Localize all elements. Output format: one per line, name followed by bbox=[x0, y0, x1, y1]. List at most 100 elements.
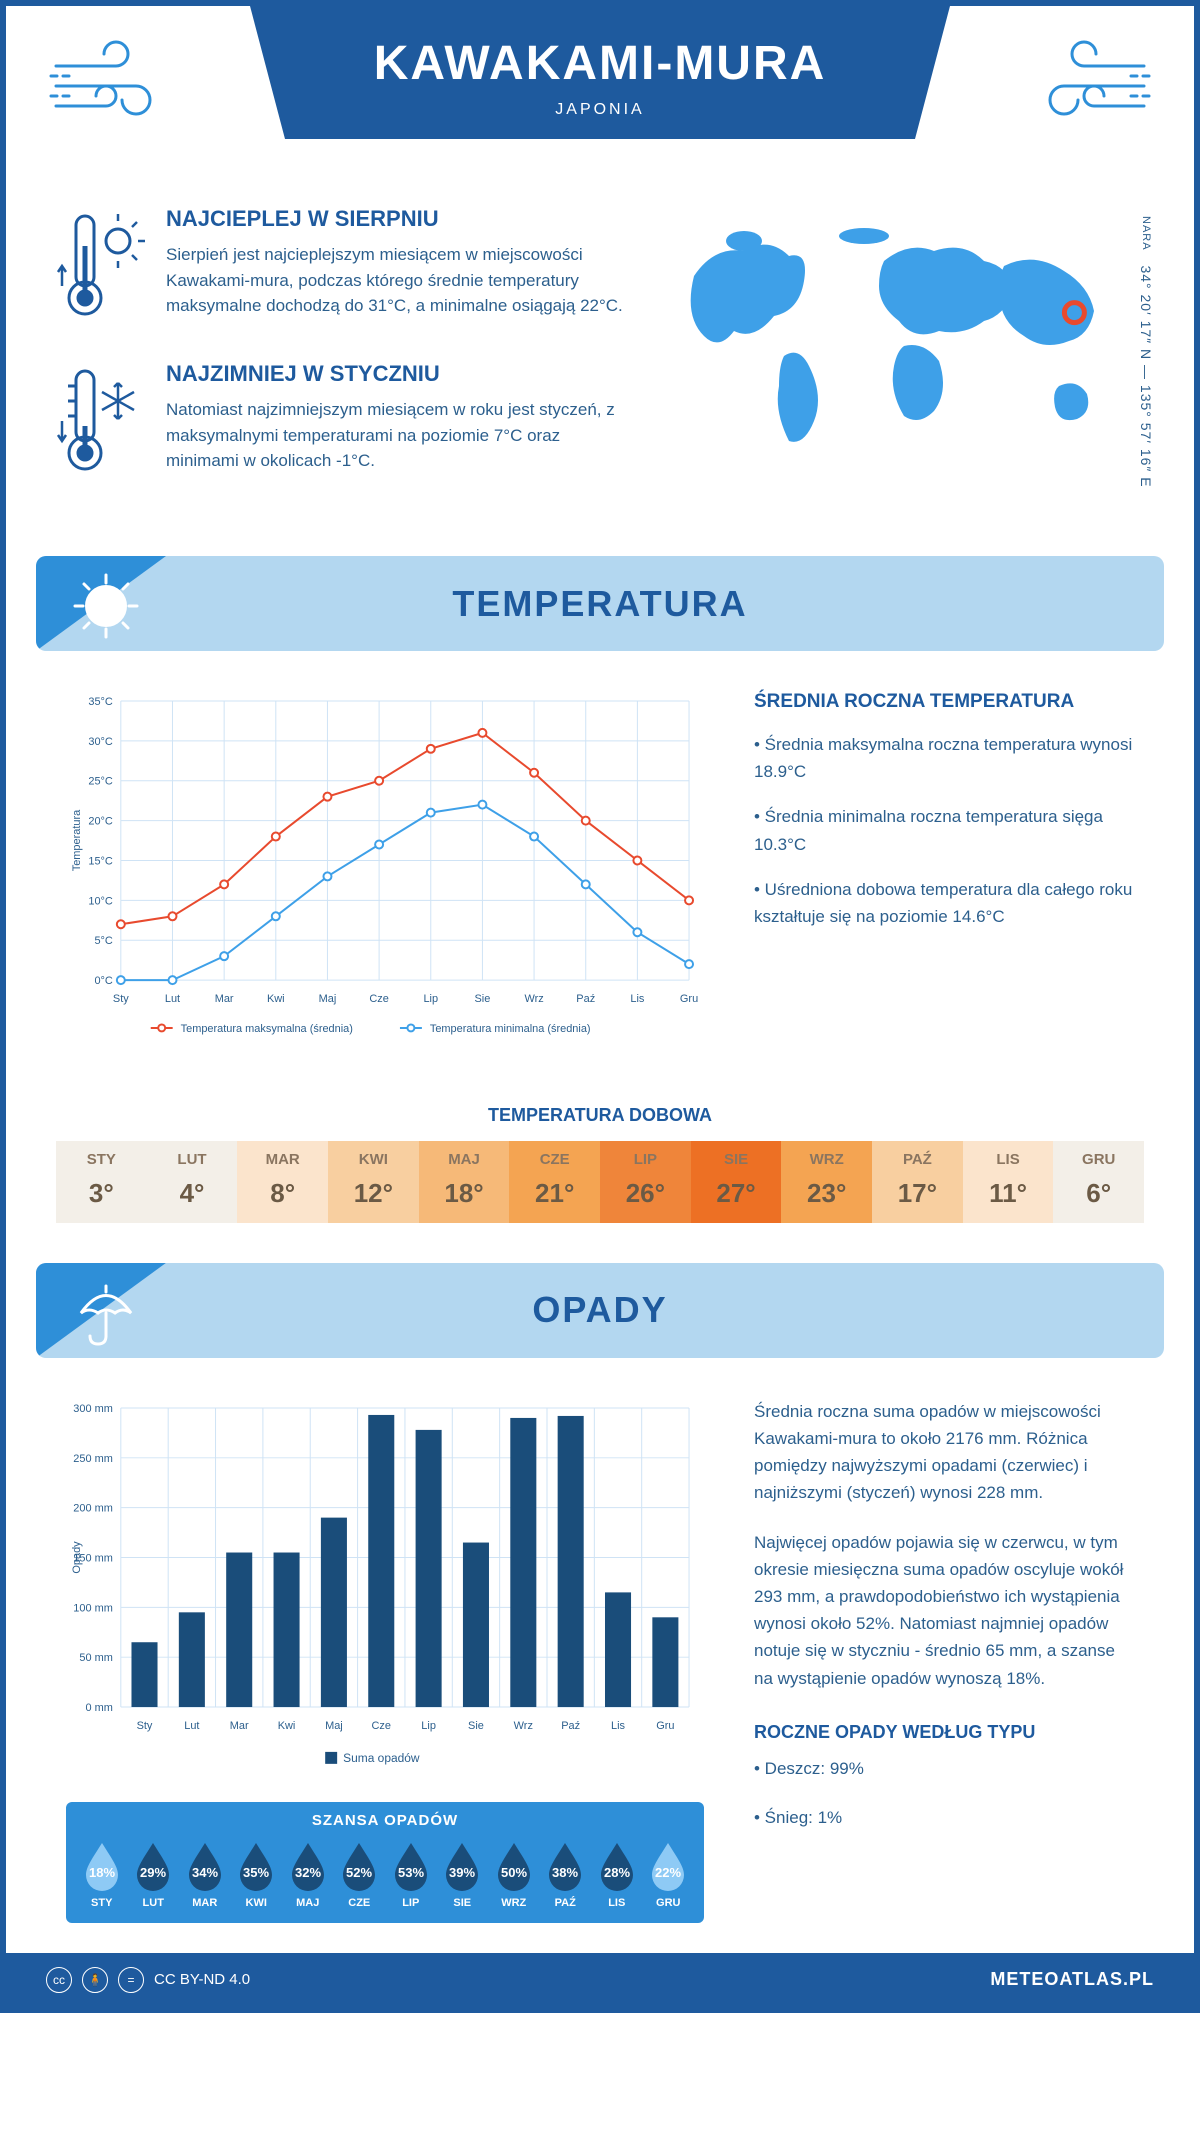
temperature-title: TEMPERATURA bbox=[452, 583, 747, 625]
map-column: NARA 34° 20′ 17″ N — 135° 57′ 16″ E bbox=[664, 206, 1144, 516]
chance-item: 39% SIE bbox=[440, 1839, 484, 1909]
footer: cc 🧍 = CC BY-ND 4.0 METEOATLAS.PL bbox=[6, 1953, 1194, 2007]
precip-para-1: Średnia roczna suma opadów w miejscowośc… bbox=[754, 1398, 1134, 1507]
svg-text:Temperatura: Temperatura bbox=[71, 809, 83, 871]
svg-text:Lut: Lut bbox=[184, 1720, 199, 1732]
temp-bullet-0: • Średnia maksymalna roczna temperatura … bbox=[754, 731, 1134, 785]
svg-text:53%: 53% bbox=[398, 1865, 424, 1880]
daily-cell: SIE27° bbox=[691, 1141, 782, 1223]
svg-text:Opady: Opady bbox=[71, 1541, 83, 1574]
location-title: KAWAKAMI-MURA bbox=[350, 36, 850, 91]
daily-value: 3° bbox=[56, 1178, 147, 1209]
daily-month: MAJ bbox=[419, 1151, 510, 1168]
chance-title: SZANSA OPADÓW bbox=[76, 1812, 694, 1829]
coldest-text: Natomiast najzimniejszym miesiącem w rok… bbox=[166, 397, 624, 474]
chance-month: MAR bbox=[183, 1897, 227, 1909]
precipitation-title: OPADY bbox=[532, 1289, 667, 1331]
svg-text:250 mm: 250 mm bbox=[73, 1453, 113, 1465]
svg-text:Wrz: Wrz bbox=[514, 1720, 533, 1732]
temperature-chart: 0°C5°C10°C15°C20°C25°C30°C35°CStyLutMarK… bbox=[66, 691, 704, 1055]
raindrop-icon: 28% bbox=[595, 1839, 639, 1891]
brand: METEOATLAS.PL bbox=[990, 1969, 1154, 1990]
world-map-icon bbox=[664, 206, 1144, 466]
svg-text:Sty: Sty bbox=[113, 993, 129, 1005]
raindrop-icon: 35% bbox=[234, 1839, 278, 1891]
nd-icon: = bbox=[118, 1967, 144, 1993]
chance-month: GRU bbox=[646, 1897, 690, 1909]
precipitation-summary: Średnia roczna suma opadów w miejscowośc… bbox=[754, 1398, 1134, 1923]
intro: NAJCIEPLEJ W SIERPNIU Sierpień jest najc… bbox=[6, 186, 1194, 556]
chance-item: 35% KWI bbox=[234, 1839, 278, 1909]
svg-text:Cze: Cze bbox=[372, 1720, 391, 1732]
svg-text:5°C: 5°C bbox=[94, 935, 112, 947]
svg-text:Lis: Lis bbox=[630, 993, 645, 1005]
daily-month: KWI bbox=[328, 1151, 419, 1168]
chance-item: 50% WRZ bbox=[492, 1839, 536, 1909]
precipitation-chart: 0 mm50 mm100 mm150 mm200 mm250 mm300 mmO… bbox=[66, 1398, 704, 1923]
temp-summary-title: ŚREDNIA ROCZNA TEMPERATURA bbox=[754, 691, 1134, 713]
daily-month: MAR bbox=[237, 1151, 328, 1168]
daily-cell: LIP26° bbox=[600, 1141, 691, 1223]
svg-text:Maj: Maj bbox=[325, 1720, 343, 1732]
chance-item: 53% LIP bbox=[389, 1839, 433, 1909]
svg-text:Lip: Lip bbox=[421, 1720, 436, 1732]
svg-text:50%: 50% bbox=[501, 1865, 527, 1880]
daily-value: 23° bbox=[781, 1178, 872, 1209]
coldest-title: NAJZIMNIEJ W STYCZNIU bbox=[166, 361, 624, 387]
svg-text:22%: 22% bbox=[655, 1865, 681, 1880]
svg-text:Suma opadów: Suma opadów bbox=[343, 1751, 420, 1765]
precipitation-content: 0 mm50 mm100 mm150 mm200 mm250 mm300 mmO… bbox=[6, 1388, 1194, 1953]
svg-text:Wrz: Wrz bbox=[524, 993, 543, 1005]
daily-cell: MAJ 18° bbox=[419, 1141, 510, 1223]
precip-type-0: • Deszcz: 99% bbox=[754, 1755, 1134, 1782]
chance-month: KWI bbox=[234, 1897, 278, 1909]
svg-text:28%: 28% bbox=[604, 1865, 630, 1880]
raindrop-icon: 39% bbox=[440, 1839, 484, 1891]
chance-month: CZE bbox=[337, 1897, 381, 1909]
svg-text:Sty: Sty bbox=[137, 1720, 153, 1732]
raindrop-icon: 53% bbox=[389, 1839, 433, 1891]
daily-month: LUT bbox=[147, 1151, 238, 1168]
svg-text:0°C: 0°C bbox=[94, 975, 112, 987]
svg-text:39%: 39% bbox=[449, 1865, 475, 1880]
by-icon: 🧍 bbox=[82, 1967, 108, 1993]
chance-month: STY bbox=[80, 1897, 124, 1909]
raindrop-icon: 34% bbox=[183, 1839, 227, 1891]
daily-month: LIS bbox=[963, 1151, 1054, 1168]
chance-item: 29% LUT bbox=[131, 1839, 175, 1909]
svg-text:50 mm: 50 mm bbox=[79, 1652, 112, 1664]
chance-month: SIE bbox=[440, 1897, 484, 1909]
daily-temp-title: TEMPERATURA DOBOWA bbox=[6, 1105, 1194, 1126]
daily-cell: LUT4° bbox=[147, 1141, 238, 1223]
svg-text:0 mm: 0 mm bbox=[85, 1702, 112, 1714]
daily-value: 18° bbox=[419, 1178, 510, 1209]
daily-value: 17° bbox=[872, 1178, 963, 1209]
chance-month: PAŹ bbox=[543, 1897, 587, 1909]
chance-month: LIP bbox=[389, 1897, 433, 1909]
precip-type-title: ROCZNE OPADY WEDŁUG TYPU bbox=[754, 1722, 1134, 1743]
daily-cell: WRZ23° bbox=[781, 1141, 872, 1223]
coords-text: 34° 20′ 17″ N — 135° 57′ 16″ E bbox=[1138, 265, 1154, 487]
svg-text:25°C: 25°C bbox=[88, 776, 113, 788]
chance-month: LUT bbox=[131, 1897, 175, 1909]
daily-value: 12° bbox=[328, 1178, 419, 1209]
raindrop-icon: 29% bbox=[131, 1839, 175, 1891]
daily-cell: KWI 12° bbox=[328, 1141, 419, 1223]
daily-temp-strip: STY3°LUT4°MAR8°KWI12°MAJ18°CZE21°LIP26°S… bbox=[56, 1141, 1144, 1223]
coldest-block: NAJZIMNIEJ W STYCZNIU Natomiast najzimni… bbox=[56, 361, 624, 486]
daily-value: 6° bbox=[1053, 1178, 1144, 1209]
svg-text:Temperatura maksymalna (średni: Temperatura maksymalna (średnia) bbox=[181, 1023, 353, 1035]
svg-text:32%: 32% bbox=[295, 1865, 321, 1880]
chance-month: WRZ bbox=[492, 1897, 536, 1909]
daily-month: CZE bbox=[509, 1151, 600, 1168]
svg-text:Lut: Lut bbox=[165, 993, 180, 1005]
temperature-banner: TEMPERATURA bbox=[36, 556, 1164, 651]
daily-cell: MAR 8° bbox=[237, 1141, 328, 1223]
daily-value: 8° bbox=[237, 1178, 328, 1209]
svg-text:200 mm: 200 mm bbox=[73, 1503, 113, 1515]
header: KAWAKAMI-MURA JAPONIA bbox=[6, 6, 1194, 186]
svg-text:34%: 34% bbox=[192, 1865, 218, 1880]
chance-item: 32% MAJ bbox=[286, 1839, 330, 1909]
svg-text:Maj: Maj bbox=[319, 993, 337, 1005]
daily-value: 21° bbox=[509, 1178, 600, 1209]
